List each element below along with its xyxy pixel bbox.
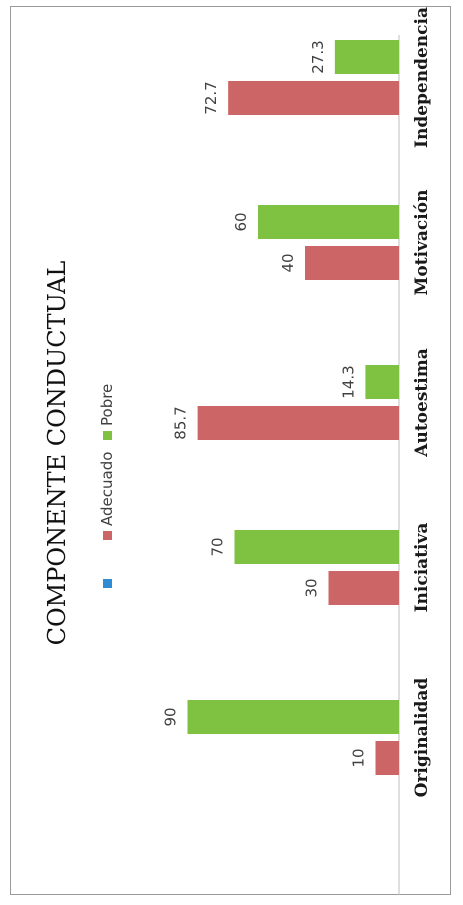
data-label-pobre-2: 14.3	[339, 365, 357, 398]
data-label-pobre-4: 27.3	[309, 40, 327, 73]
legend: Adecuado Pobre	[98, 384, 116, 588]
category-label-2: Autoestima	[412, 348, 432, 457]
category-labels: Originalidad Iniciativa Autoestima Motivaci…	[412, 7, 432, 797]
bar-adecuado-2	[197, 406, 399, 440]
data-label-adecuado-4: 72.7	[202, 81, 220, 114]
legend-label-adecuado: Adecuado	[98, 452, 116, 526]
data-label-pobre-3: 60	[232, 212, 250, 231]
data-label-adecuado-0: 10	[350, 748, 368, 767]
legend-marker-adecuado	[103, 531, 112, 540]
data-label-pobre-1: 70	[209, 537, 227, 556]
bar-adecuado-4	[228, 81, 399, 115]
legend-marker-extra	[103, 579, 112, 588]
bar-pobre-2	[365, 365, 399, 399]
category-label-4: Independencia	[412, 7, 432, 148]
bar-adecuado-3	[305, 246, 399, 280]
bar-adecuado-1	[328, 571, 399, 605]
data-label-adecuado-1: 30	[303, 578, 321, 597]
bar-pobre-0	[187, 700, 399, 734]
bar-pobre-4	[334, 40, 399, 74]
chart-title: COMPONENTE CONDUCTUAL	[43, 261, 71, 646]
bar-pobre-1	[234, 530, 399, 564]
data-label-pobre-0: 90	[162, 707, 180, 726]
category-label-0: Originalidad	[412, 678, 432, 798]
bars: 10 90 30 70 85.7 14.3 40 60 72.7 27.3	[162, 40, 399, 775]
category-label-3: Motivación	[412, 190, 432, 296]
bar-adecuado-0	[375, 741, 399, 775]
bar-pobre-3	[258, 205, 399, 239]
legend-marker-pobre	[103, 431, 112, 440]
data-label-adecuado-2: 85.7	[172, 406, 190, 439]
category-label-1: Iniciativa	[412, 523, 432, 613]
legend-label-pobre: Pobre	[98, 384, 116, 426]
data-label-adecuado-3: 40	[279, 253, 297, 272]
